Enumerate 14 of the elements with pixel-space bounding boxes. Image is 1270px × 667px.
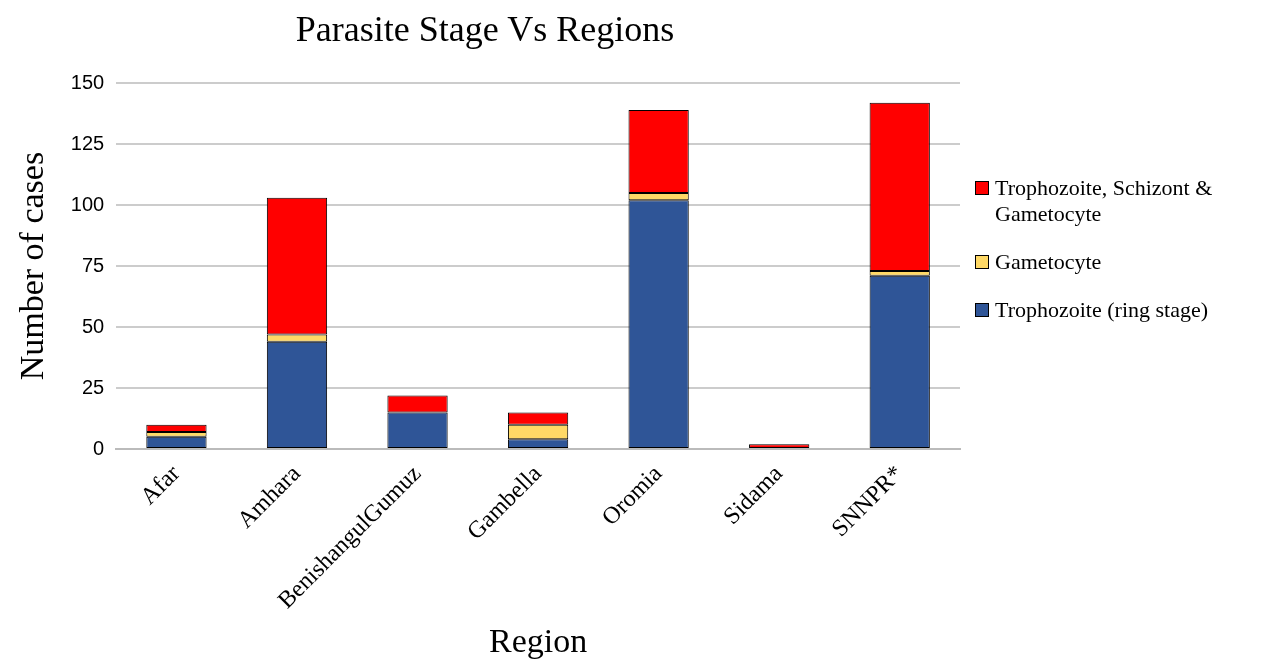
x-tick-label: Afar [134, 459, 185, 510]
y-tick-label: 50 [81, 314, 105, 337]
y-tick-label: 25 [81, 375, 105, 398]
chart-title: Parasite Stage Vs Regions [295, 9, 675, 50]
y-tick-label: 75 [81, 253, 105, 276]
y-tick-label: 100 [70, 192, 105, 215]
legend-label: Gametocyte [995, 249, 1102, 275]
y-axis-title: Number of cases [13, 151, 51, 381]
y-tick-label: 125 [70, 131, 105, 154]
y-tick-label: 150 [70, 70, 105, 93]
legend-label: Trophozoite (ring stage) [995, 297, 1209, 323]
legend-label: Trophozoite, Schizont & Gametocyte [995, 175, 1214, 227]
y-tick-label: 0 [93, 436, 105, 459]
x-axis-title: Region [488, 621, 588, 659]
